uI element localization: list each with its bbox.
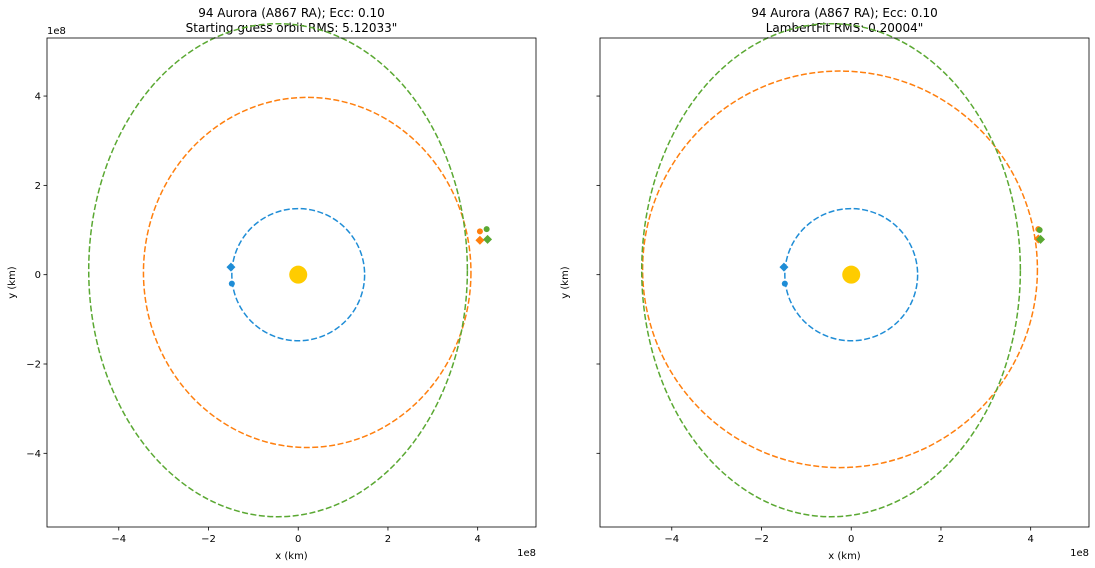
x-axis-label: x (km) [275, 551, 308, 562]
marker-true-circle [1036, 227, 1043, 234]
x-tick-label: −2 [754, 534, 769, 545]
x-tick-label: 4 [474, 534, 480, 545]
marker-earth-circle [781, 280, 788, 287]
axes-frame [599, 37, 1090, 528]
chart-title: 94 Aurora (A867 RA); Ecc: 0.10 [751, 6, 938, 20]
orbit-earth [231, 207, 366, 342]
y-tick-label: 2 [35, 181, 41, 192]
marker-fit-diamond [475, 235, 485, 245]
x-tick-label: 2 [385, 534, 391, 545]
y-axis-label: y (km) [560, 266, 571, 299]
marker-true-diamond [483, 234, 493, 244]
chart-subtitle: Starting guess orbit RMS: 5.12033" [186, 21, 398, 35]
y-tick-label: 0 [35, 270, 41, 281]
x-tick-label: 2 [938, 534, 944, 545]
sun-marker [289, 265, 308, 284]
marker-true-diamond [1036, 234, 1046, 244]
x-axis-label: x (km) [828, 551, 861, 562]
marker-true-circle [483, 226, 490, 233]
y-tick-label: 4 [35, 92, 41, 103]
chart-subtitle: LambertFit RMS: 0.20004" [766, 21, 924, 35]
marker-earth-diamond [779, 262, 789, 272]
x-tick-label: 0 [295, 534, 301, 545]
marker-earth-diamond [226, 262, 236, 272]
marker-fit-circle [476, 228, 483, 235]
x-tick-label: 4 [1027, 534, 1033, 545]
chart-title: 94 Aurora (A867 RA); Ecc: 0.10 [198, 6, 385, 20]
y-axis-label: y (km) [7, 266, 18, 299]
orbit-true [640, 22, 1022, 518]
y-offset-label: 1e8 [47, 26, 66, 37]
orbit-fit [142, 96, 472, 449]
x-offset-label: 1e8 [517, 548, 536, 559]
orbit-earth [784, 207, 919, 342]
marker-earth-circle [228, 280, 235, 287]
x-offset-label: 1e8 [1070, 548, 1089, 559]
x-tick-label: −4 [664, 534, 679, 545]
x-tick-label: −2 [201, 534, 216, 545]
x-tick-label: 0 [848, 534, 854, 545]
sun-marker [842, 265, 861, 284]
chart-panel-2: 94 Aurora (A867 RA); Ecc: 0.10LambertFit… [560, 6, 1090, 562]
y-tick-label: −4 [26, 449, 41, 460]
axes-frame [46, 37, 537, 528]
orbit-fit [641, 70, 1039, 469]
x-tick-label: −4 [111, 534, 126, 545]
y-tick-label: −2 [26, 360, 41, 371]
orbit-true [87, 22, 469, 518]
